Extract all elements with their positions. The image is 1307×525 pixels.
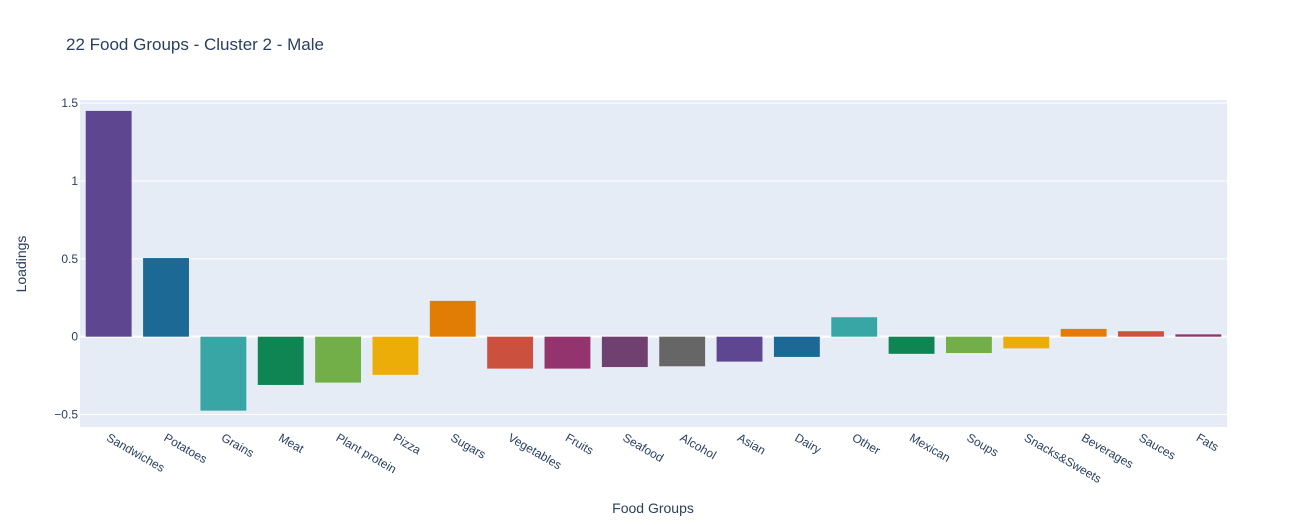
x-tick-label: Seafood [620, 430, 666, 464]
bar-sandwiches[interactable] [85, 110, 132, 337]
bar-plant-protein[interactable] [315, 336, 362, 383]
y-tick-label: 0 [71, 330, 78, 344]
x-tick-label: Fats [1194, 430, 1221, 454]
x-tick-label: Sandwiches [104, 430, 167, 474]
x-tick-label: Dairy [792, 430, 823, 456]
bar-potatoes[interactable] [143, 258, 189, 337]
x-tick-label: Other [850, 430, 883, 457]
plot-background [80, 100, 1227, 427]
x-tick-label: Asian [735, 430, 768, 457]
x-tick-label: Potatoes [162, 430, 210, 466]
bars [85, 110, 1222, 411]
x-tick-label: Vegetables [506, 430, 564, 472]
x-tick-label: Grains [219, 430, 257, 460]
y-tick-label: 1 [71, 174, 78, 188]
bar-fats[interactable] [1175, 334, 1222, 337]
x-axis-title: Food Groups [612, 500, 694, 516]
bar-alcohol[interactable] [659, 336, 706, 367]
x-tick-label: Alcohol [678, 430, 719, 462]
x-tick-label: Sugars [448, 430, 488, 461]
y-axis-title: Loadings [13, 236, 29, 293]
y-tick-label: −0.5 [54, 408, 78, 422]
y-tick-label: 1.5 [61, 96, 78, 110]
x-tick-label: Fruits [563, 430, 596, 457]
bar-dairy[interactable] [773, 336, 820, 357]
bar-seafood[interactable] [601, 336, 648, 368]
bar-sauces[interactable] [1118, 331, 1164, 337]
bar-snacks-sweets[interactable] [1003, 336, 1050, 349]
bar-mexican[interactable] [888, 336, 935, 354]
y-axis-ticks: −0.5 0 0.5 1 1.5 [54, 96, 78, 421]
bar-soups[interactable] [945, 336, 992, 354]
bar-meat[interactable] [257, 336, 304, 385]
bar-vegetables[interactable] [487, 336, 534, 369]
bar-asian[interactable] [716, 336, 763, 362]
bar-pizza[interactable] [372, 336, 419, 375]
bar-other[interactable] [831, 317, 878, 337]
x-tick-label: Pizza [391, 430, 424, 457]
x-tick-label: Mexican [907, 430, 953, 464]
y-tick-label: 0.5 [61, 252, 78, 266]
x-tick-label: Soups [964, 430, 1000, 459]
bar-beverages[interactable] [1060, 328, 1107, 337]
bar-sugars[interactable] [429, 300, 476, 337]
x-tick-label: Meat [276, 430, 307, 456]
x-tick-label: Plant protein [334, 430, 399, 476]
bar-grains[interactable] [200, 336, 247, 411]
x-tick-label: Sauces [1136, 430, 1178, 462]
bar-fruits[interactable] [544, 336, 591, 369]
chart-title: 22 Food Groups - Cluster 2 - Male [66, 35, 324, 54]
